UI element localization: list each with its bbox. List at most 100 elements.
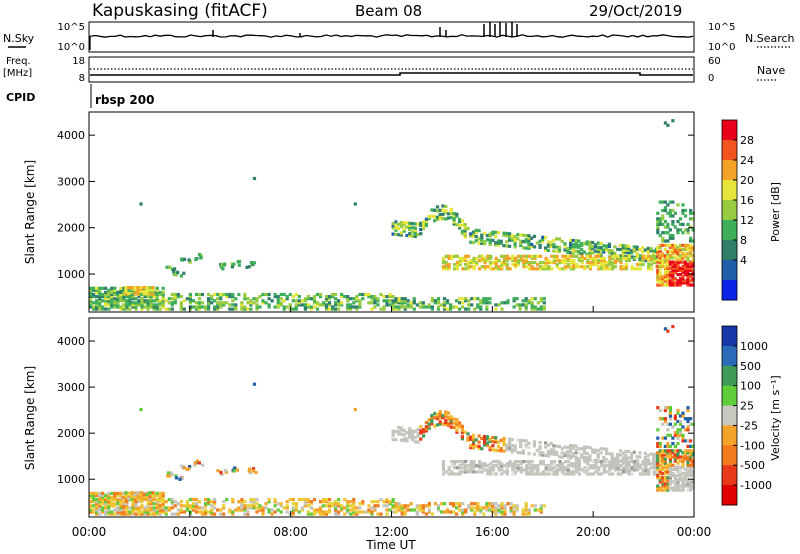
heatmap-cell [142, 493, 146, 497]
heatmap-cell [385, 498, 389, 502]
heatmap-cell [686, 256, 690, 260]
heatmap-cell [605, 458, 609, 462]
heatmap-cell [122, 305, 126, 309]
heatmap-cell [101, 286, 105, 290]
heatmap-cell [691, 422, 695, 426]
heatmap-cell [497, 460, 501, 464]
heatmap-cell [503, 504, 507, 508]
heatmap-cell [652, 460, 656, 464]
heatmap-cell [134, 512, 138, 516]
heatmap-cell [616, 455, 620, 459]
heatmap-cell [686, 273, 690, 277]
heatmap-cell [522, 460, 526, 464]
cpid-value: rbsp 200 [95, 93, 154, 107]
heatmap-cell [666, 275, 670, 279]
heatmap-cell [566, 246, 570, 250]
heatmap-cell [546, 248, 550, 252]
heatmap-cell [151, 286, 155, 290]
heatmap-cell [676, 486, 680, 490]
heatmap-cell [142, 290, 146, 294]
heatmap-cell [630, 452, 634, 456]
heatmap-cell [561, 254, 565, 258]
heatmap-cell [524, 443, 528, 447]
heatmap-cell [197, 297, 202, 301]
heatmap-cell [324, 500, 329, 504]
heatmap-cell [509, 508, 513, 512]
heatmap-cell [663, 478, 667, 482]
heatmap-cell [424, 223, 428, 228]
heatmap-cell [602, 468, 606, 472]
heatmap-cell [421, 305, 425, 309]
heatmap-cell [182, 257, 187, 261]
heatmap-cell [122, 295, 126, 299]
heatmap-cell [656, 231, 660, 235]
heatmap-cell [622, 256, 626, 260]
heatmap-cell [246, 301, 250, 305]
heatmap-cell [445, 510, 450, 514]
heatmap-cell [461, 256, 465, 260]
heatmap-cell [527, 240, 531, 244]
heatmap-cell [596, 448, 600, 453]
heatmap-cell [678, 250, 683, 254]
heatmap-cell [602, 261, 606, 265]
date-title: 29/Oct/2019 [589, 2, 682, 20]
heatmap-cell [279, 510, 283, 514]
heatmap-cell [691, 453, 695, 457]
heatmap-cell [616, 247, 620, 251]
heatmap-cell [671, 425, 675, 429]
heatmap-cell [447, 411, 451, 415]
heatmap-cell [593, 448, 598, 452]
heatmap-cell [557, 237, 562, 241]
heatmap-cell [555, 450, 559, 454]
heatmap-cell [622, 470, 626, 474]
heatmap-cell [116, 512, 120, 516]
heatmap-cell [678, 433, 683, 437]
heatmap-cell [621, 254, 625, 258]
heatmap-cell [686, 417, 690, 421]
heatmap-cell [438, 410, 442, 414]
heatmap-cell [89, 295, 93, 299]
heatmap-cell [527, 261, 532, 265]
heatmap-cell [600, 462, 604, 466]
heatmap-cell [146, 506, 150, 510]
heatmap-cell [276, 301, 280, 305]
heatmap-cell [527, 472, 532, 476]
heatmap-cell [469, 446, 473, 450]
heatmap-cell [676, 220, 680, 224]
heatmap-cell [488, 301, 492, 305]
heatmap-cell [686, 439, 690, 443]
heatmap-cell [113, 292, 117, 297]
heatmap-cell [461, 470, 465, 474]
heatmap-cell [450, 472, 454, 476]
heatmap-cell [572, 470, 576, 474]
heatmap-cell [364, 510, 368, 514]
heatmap-cell [489, 462, 493, 466]
heatmap-cell [101, 493, 105, 497]
heatmap-cell [521, 246, 525, 250]
heatmap-cell [508, 448, 512, 452]
heatmap-cell [382, 500, 386, 504]
heatmap-cell [146, 301, 150, 305]
heatmap-cell [566, 468, 570, 472]
heatmap-cell [458, 464, 462, 468]
heatmap-cell [591, 245, 595, 249]
heatmap-cell [469, 460, 473, 464]
heatmap-cell [267, 305, 271, 309]
heatmap-cell [647, 470, 651, 474]
heatmap-cell [151, 292, 155, 296]
heatmap-cell [445, 508, 450, 512]
heatmap-cell [185, 508, 189, 512]
heatmap-cell [370, 301, 374, 305]
heatmap-cell [199, 256, 203, 260]
heatmap-cell [627, 450, 631, 454]
heatmap-cell [136, 290, 140, 294]
heatmap-cell [566, 464, 570, 468]
heatmap-cell [691, 478, 695, 482]
heatmap-cell [668, 275, 672, 279]
heatmap-cell [240, 305, 244, 309]
heatmap-cell [668, 449, 672, 453]
heatmap-cell [373, 500, 377, 504]
heatmap-cell [430, 418, 434, 422]
heatmap-cell [460, 229, 464, 233]
